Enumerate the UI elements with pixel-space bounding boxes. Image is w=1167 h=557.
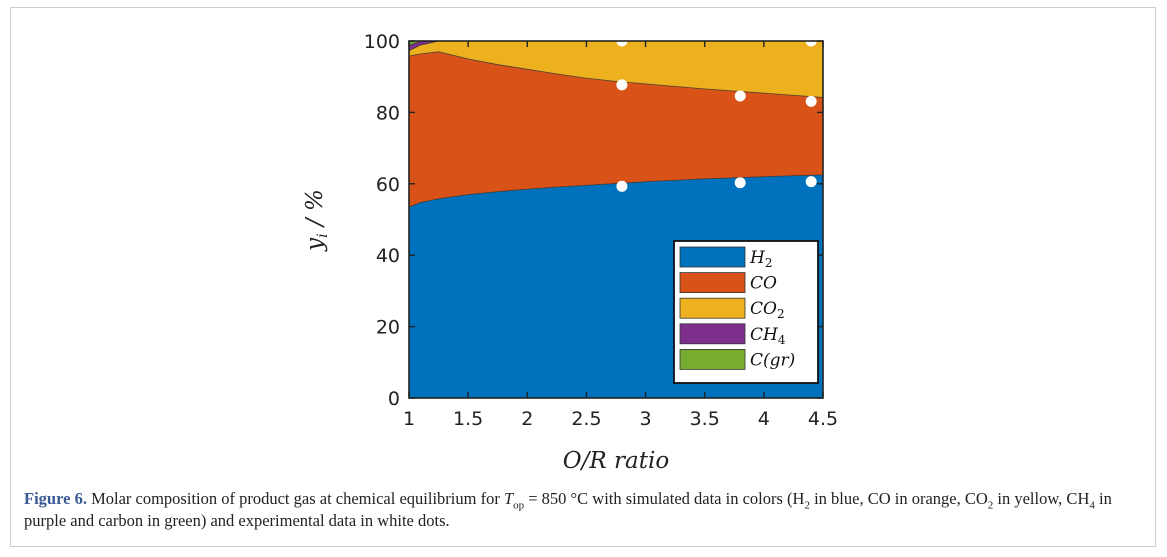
caption-subscript: op [513,499,525,512]
axis-tick-labels: 1 1.5 2 2.5 3 3.5 4 4.5 0 20 40 60 80 100 [364,31,838,430]
caption-text: in blue, CO in orange, CO [809,489,988,508]
x-tick-label: 3 [640,408,652,430]
stacked-area-chart: 1 1.5 2 2.5 3 3.5 4 4.5 0 20 40 60 80 100 O/R ratio y… [302,31,838,474]
caption-subscript: 2 [804,499,810,512]
x-tick-label: 2 [521,408,533,430]
x-tick-label: 3.5 [690,408,720,430]
y-tick-label: 40 [376,245,400,267]
caption-text: Molar composition of product gas at chem… [86,489,504,508]
caption-t-symbol: T [503,489,514,508]
y-tick-label: 80 [376,102,400,124]
legend-label: H2 [749,248,772,270]
legend-swatch [679,272,746,294]
legend-label: C(gr) [750,350,795,370]
x-tick-label: 1.5 [453,408,483,430]
experimental-point [805,176,817,188]
figure-caption: Figure 6. Molar composition of product g… [24,488,1144,532]
y-tick-label: 60 [376,174,400,196]
legend-label: CH4 [750,325,786,347]
legend-swatch [679,348,746,370]
caption-subscript: 2 [987,499,994,512]
y-tick-label: 100 [364,31,400,53]
x-tick-label: 4.5 [808,408,838,430]
experimental-point [616,180,628,192]
legend-swatch [679,323,746,345]
legend-swatch [679,246,746,268]
caption-text: = 850 °C with simulated data in colors (… [524,489,805,508]
experimental-point [805,95,817,107]
legend-label: CO [750,274,777,294]
x-tick-label: 4 [758,408,770,430]
experimental-point [734,177,746,189]
legend: H2 CO CO2 CH4 C(gr) [673,240,819,384]
caption-label: Figure 6. [24,489,87,508]
y-tick-label: 20 [376,317,400,339]
legend-swatch [679,297,746,319]
y-axis-title: yi / % [302,189,331,252]
caption-text: in yellow, CH [993,489,1090,508]
experimental-point [616,79,628,91]
x-tick-label: 2.5 [571,408,601,430]
axes-frame [408,40,824,399]
caption-text: in purple and carbon in green) and exper… [24,489,1112,530]
caption-subscript: 4 [1089,499,1095,512]
y-tick-label: 0 [388,388,400,410]
experimental-point [734,90,746,102]
x-tick-label: 1 [403,408,415,430]
x-axis-title: O/R ratio [563,448,669,474]
legend-label: CO2 [750,299,785,321]
